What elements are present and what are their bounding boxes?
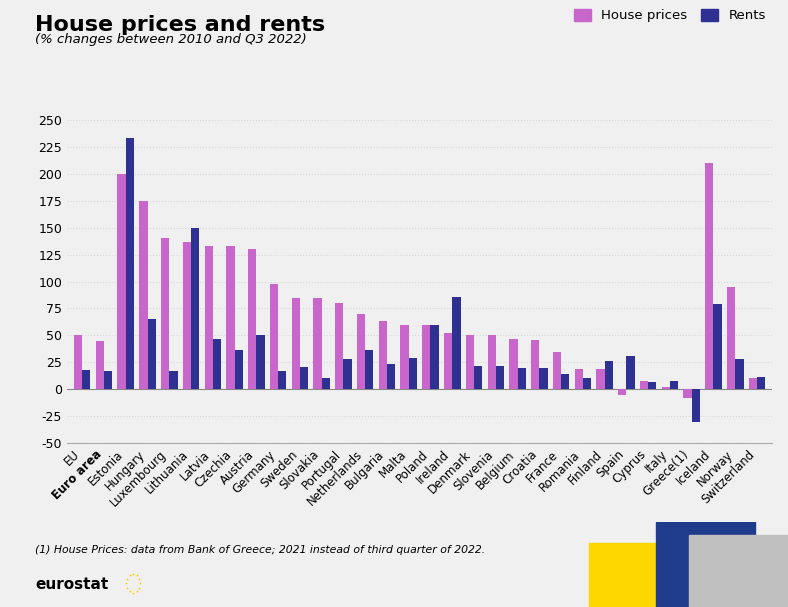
Text: (1) House Prices: data from Bank of Greece; 2021 instead of third quarter of 202: (1) House Prices: data from Bank of Gree… (35, 546, 485, 555)
Bar (430, 325, 439, 389)
Bar (379, 322, 387, 389)
Bar (509, 339, 518, 389)
Legend: House prices, Rents: House prices, Rents (574, 9, 766, 22)
Bar (117, 174, 126, 389)
Bar (300, 367, 308, 389)
Bar (488, 336, 496, 389)
Bar (662, 387, 670, 389)
Text: eurostat: eurostat (35, 577, 109, 592)
Bar (583, 379, 591, 389)
Bar (735, 359, 744, 389)
Bar (95, 341, 104, 389)
Bar (278, 371, 286, 389)
Bar (466, 336, 474, 389)
Bar (365, 350, 374, 389)
Bar (387, 364, 396, 389)
Bar (531, 340, 539, 389)
Bar (713, 304, 722, 389)
Bar (749, 379, 757, 389)
Bar (409, 358, 417, 389)
Bar (139, 201, 147, 389)
Bar (496, 365, 504, 389)
Bar (357, 314, 365, 389)
Bar (235, 350, 243, 389)
Bar (256, 336, 265, 389)
Text: House prices and rents: House prices and rents (35, 15, 325, 35)
Bar (626, 356, 634, 389)
Bar (161, 239, 169, 389)
Bar (727, 287, 735, 389)
Bar (683, 389, 692, 398)
Bar (82, 370, 91, 389)
Bar (344, 359, 351, 389)
Bar (248, 249, 256, 389)
Bar (213, 339, 221, 389)
Polygon shape (656, 522, 755, 607)
Bar (618, 389, 626, 395)
Bar (705, 163, 713, 389)
Bar (553, 351, 561, 389)
Bar (205, 246, 213, 389)
Bar (604, 361, 613, 389)
Bar (452, 297, 460, 389)
Bar (574, 369, 583, 389)
Bar (400, 325, 409, 389)
Bar (518, 368, 526, 389)
Bar (183, 242, 191, 389)
Bar (292, 297, 300, 389)
Text: (% changes between 2010 and Q3 2022): (% changes between 2010 and Q3 2022) (35, 33, 307, 46)
Polygon shape (689, 535, 788, 607)
Bar (104, 371, 112, 389)
Bar (597, 369, 604, 389)
Bar (74, 336, 82, 389)
Bar (670, 381, 678, 389)
Bar (335, 303, 344, 389)
Bar (444, 333, 452, 389)
Bar (539, 368, 548, 389)
Bar (649, 382, 656, 389)
Bar (169, 371, 177, 389)
Bar (692, 389, 700, 422)
Bar (126, 138, 134, 389)
Bar (474, 365, 482, 389)
Bar (561, 374, 570, 389)
Bar (191, 228, 199, 389)
Bar (314, 297, 322, 389)
Bar (147, 319, 156, 389)
Bar (226, 246, 235, 389)
Bar (269, 283, 278, 389)
Bar (422, 325, 430, 389)
Polygon shape (589, 543, 689, 607)
Bar (757, 378, 765, 389)
Bar (640, 381, 649, 389)
Bar (322, 379, 330, 389)
